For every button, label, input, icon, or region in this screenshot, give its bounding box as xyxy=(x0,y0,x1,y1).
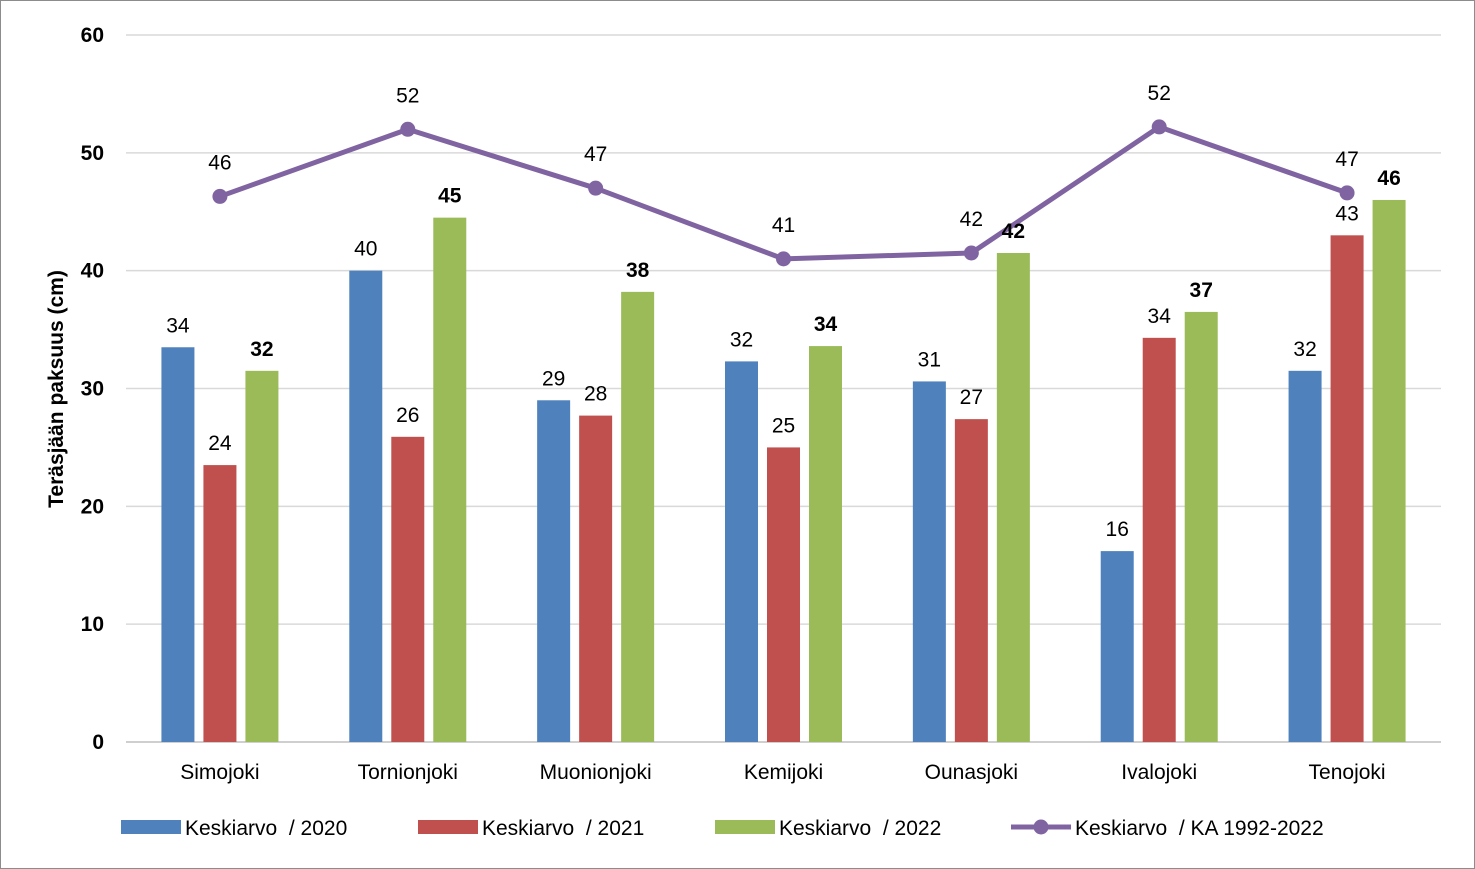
y-tick-label-0: 0 xyxy=(92,731,104,754)
bar-simojoki-s0 xyxy=(161,347,195,742)
line-point-ivalojoki xyxy=(1151,119,1167,135)
data-label-ivalojoki-s1: 34 xyxy=(1148,305,1172,328)
category-label-ounasjoki: Ounasjoki xyxy=(925,761,1018,784)
line-label-ounasjoki: 42 xyxy=(960,208,983,231)
y-tick-label-40: 40 xyxy=(81,260,104,283)
data-label-simojoki-s2: 32 xyxy=(250,338,273,361)
bars xyxy=(161,199,1406,743)
line-point-ounasjoki xyxy=(963,245,979,261)
y-tick-label-50: 50 xyxy=(81,142,104,165)
line-label-simojoki: 46 xyxy=(208,151,231,174)
data-label-tornionjoki-s1: 26 xyxy=(396,404,419,427)
bar-ounasjoki-s0 xyxy=(912,381,946,742)
data-label-simojoki-s1: 24 xyxy=(208,432,232,455)
bar-ivalojoki-s1 xyxy=(1142,337,1176,742)
data-label-kemijoki-s1: 25 xyxy=(772,414,795,437)
bar-kemijoki-s0 xyxy=(725,361,758,742)
legend-swatch-s2 xyxy=(715,820,775,834)
bar-simojoki-s2 xyxy=(245,370,279,742)
y-tick-label-30: 30 xyxy=(81,378,104,401)
data-label-simojoki-s0: 34 xyxy=(166,314,190,337)
legend-swatch-marker xyxy=(1033,819,1049,835)
y-tick-label-10: 10 xyxy=(81,613,104,636)
bar-tornionjoki-s1 xyxy=(391,436,425,742)
category-label-tornionjoki: Tornionjoki xyxy=(358,761,458,784)
category-label-tenojoki: Tenojoki xyxy=(1309,761,1386,784)
bar-tenojoki-s0 xyxy=(1288,370,1322,742)
bar-ivalojoki-s2 xyxy=(1184,311,1218,742)
data-label-tenojoki-s1: 43 xyxy=(1335,202,1358,225)
data-label-ivalojoki-s2: 37 xyxy=(1190,279,1213,302)
bar-ounasjoki-s2 xyxy=(996,252,1030,742)
data-label-muonionjoki-s1: 28 xyxy=(584,383,607,406)
line-point-muonionjoki xyxy=(588,180,604,196)
line-point-tenojoki xyxy=(1339,185,1355,201)
series-line-ka xyxy=(219,124,1348,262)
bar-tornionjoki-s2 xyxy=(433,217,467,742)
y-axis-label: Teräsjään paksuus (cm) xyxy=(45,270,68,508)
category-label-simojoki: Simojoki xyxy=(180,761,259,784)
legend-swatch-s1 xyxy=(418,820,478,834)
data-label-muonionjoki-s0: 29 xyxy=(542,367,565,390)
x-axis-categories: Simojoki Tornionjoki Muonionjoki Kemijoki Ou… xyxy=(180,761,1385,784)
data-label-tornionjoki-s0: 40 xyxy=(354,238,377,261)
category-label-ivalojoki: Ivalojoki xyxy=(1121,761,1197,784)
data-label-kemijoki-s0: 32 xyxy=(730,328,753,351)
legend-label-s2: Keskiarvo / 2022 xyxy=(779,817,941,840)
data-label-tenojoki-s0: 32 xyxy=(1293,338,1316,361)
line-label-muonionjoki: 47 xyxy=(584,143,607,166)
data-labels: 34 40 29 32 31 16 32 24 26 28 25 27 34 43 32 45 38 34 42 37… xyxy=(166,82,1401,541)
line-point-tornionjoki xyxy=(400,121,416,137)
bar-ivalojoki-s0 xyxy=(1100,551,1134,742)
legend: Keskiarvo / 2020 Keskiarvo / 2021 Keskiarv… xyxy=(121,817,1324,840)
line-point-kemijoki xyxy=(776,251,791,267)
y-tick-label-60: 60 xyxy=(81,24,104,47)
category-label-muonionjoki: Muonionjoki xyxy=(540,761,652,784)
bar-kemijoki-s2 xyxy=(809,346,842,742)
y-tick-label-20: 20 xyxy=(81,495,104,518)
bar-muonionjoki-s0 xyxy=(537,400,571,742)
legend-label-s0: Keskiarvo / 2020 xyxy=(185,817,347,840)
bar-muonionjoki-s2 xyxy=(621,291,655,742)
legend-swatch-s0 xyxy=(121,820,181,834)
bar-kemijoki-s1 xyxy=(767,447,800,742)
y-axis: 0 10 20 30 40 50 60 xyxy=(81,24,104,754)
line-series xyxy=(212,119,1355,267)
data-label-ounasjoki-s1: 27 xyxy=(960,386,983,409)
bar-tenojoki-s2 xyxy=(1372,199,1406,742)
line-label-tornionjoki: 52 xyxy=(396,84,419,107)
bar-simojoki-s1 xyxy=(203,465,237,742)
data-label-kemijoki-s2: 34 xyxy=(814,313,838,336)
data-label-muonionjoki-s2: 38 xyxy=(626,259,650,282)
data-label-ounasjoki-s0: 31 xyxy=(918,348,941,371)
line-label-kemijoki: 41 xyxy=(772,214,795,237)
line-point-simojoki xyxy=(212,188,228,204)
bar-tornionjoki-s0 xyxy=(349,270,383,742)
data-label-tenojoki-s2: 46 xyxy=(1377,167,1400,190)
legend-label-s3: Keskiarvo / KA 1992-2022 xyxy=(1075,817,1324,840)
bar-ounasjoki-s1 xyxy=(954,419,988,742)
legend-label-s1: Keskiarvo / 2021 xyxy=(482,817,644,840)
data-label-ounasjoki-s2: 42 xyxy=(1002,220,1025,243)
data-label-tornionjoki-s2: 45 xyxy=(438,185,462,208)
line-label-ivalojoki: 52 xyxy=(1148,82,1171,105)
data-label-ivalojoki-s0: 16 xyxy=(1106,518,1129,541)
line-label-tenojoki: 47 xyxy=(1335,148,1358,171)
bar-tenojoki-s1 xyxy=(1330,235,1364,743)
bar-muonionjoki-s1 xyxy=(579,415,613,742)
category-label-kemijoki: Kemijoki xyxy=(744,761,823,784)
